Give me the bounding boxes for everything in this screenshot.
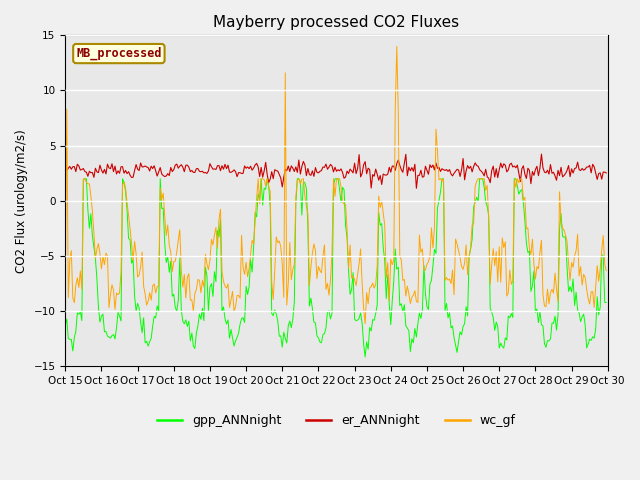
gpp_ANNnight	[224, 317, 232, 323]
er_ANNnight	[61, 162, 69, 168]
Line: wc_gf: wc_gf	[65, 47, 606, 324]
Legend: gpp_ANNnight, er_ANNnight, wc_gf: gpp_ANNnight, er_ANNnight, wc_gf	[152, 409, 521, 432]
Line: er_ANNnight: er_ANNnight	[65, 154, 606, 188]
gpp_ANNnight	[602, 300, 610, 305]
gpp_ANNnight	[129, 257, 137, 263]
er_ANNnight	[128, 175, 136, 180]
gpp_ANNnight	[252, 210, 259, 216]
wc_gf	[393, 44, 401, 49]
wc_gf	[128, 241, 136, 247]
wc_gf	[298, 176, 306, 182]
Y-axis label: CO2 Flux (urology/m2/s): CO2 Flux (urology/m2/s)	[15, 129, 28, 273]
Title: Mayberry processed CO2 Fluxes: Mayberry processed CO2 Fluxes	[214, 15, 460, 30]
wc_gf	[250, 241, 257, 247]
er_ANNnight	[575, 167, 583, 172]
Line: gpp_ANNnight: gpp_ANNnight	[65, 179, 606, 357]
Text: MB_processed: MB_processed	[76, 47, 162, 60]
wc_gf	[602, 268, 610, 274]
gpp_ANNnight	[362, 354, 369, 360]
er_ANNnight	[223, 166, 230, 171]
er_ANNnight	[250, 165, 257, 171]
er_ANNnight	[538, 151, 545, 157]
er_ANNnight	[413, 185, 420, 191]
er_ANNnight	[298, 164, 306, 169]
wc_gf	[362, 321, 369, 326]
gpp_ANNnight	[243, 284, 250, 289]
wc_gf	[61, 283, 69, 289]
gpp_ANNnight	[61, 322, 69, 328]
er_ANNnight	[602, 170, 610, 176]
wc_gf	[241, 272, 248, 277]
wc_gf	[575, 273, 583, 279]
gpp_ANNnight	[575, 310, 583, 316]
gpp_ANNnight	[81, 176, 89, 181]
gpp_ANNnight	[300, 179, 307, 185]
er_ANNnight	[241, 163, 248, 169]
wc_gf	[223, 285, 230, 291]
